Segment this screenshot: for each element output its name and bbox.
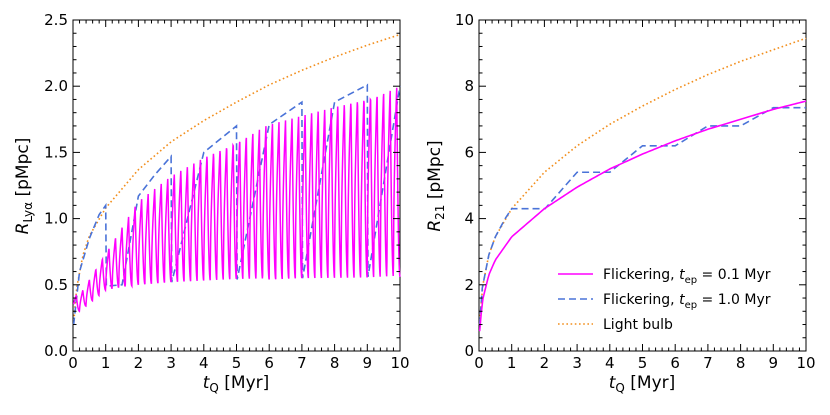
left-ylabel: RLyα [pMpc] xyxy=(13,138,35,235)
right-xtick-label: 10 xyxy=(796,354,815,372)
left-xtick-label: 0 xyxy=(68,354,78,372)
left-ytick-label: 0.0 xyxy=(44,342,68,360)
right-series-flickering-t-ep-1-0-myr xyxy=(478,106,806,325)
left-xtick-label: 1 xyxy=(101,354,111,372)
left-ticks-group: 0 1 2 3 4 5 6 7 8 9 10 0.0 0.5 1.0 1.5 2.0 2.5 xyxy=(44,11,409,372)
right-series-light-bulb xyxy=(478,37,807,325)
right-ticks-group: 0 1 2 3 4 5 6 7 8 9 10 0 2 4 6 8 10 xyxy=(455,11,816,372)
left-xtick-label: 2 xyxy=(134,354,144,372)
right-xtick-label: 0 xyxy=(474,354,484,372)
left-xtick-label: 7 xyxy=(297,354,307,372)
right-ytick-label: 0 xyxy=(464,342,474,360)
right-xtick-label: 4 xyxy=(605,354,615,372)
left-plot-frame xyxy=(72,19,401,352)
left-series-flickering-t-ep-0-1-myr xyxy=(72,87,401,313)
left-ytick-label: 2.5 xyxy=(44,11,68,29)
right-series-group xyxy=(478,37,807,332)
right-xtick-label: 9 xyxy=(769,354,779,372)
left-xtick-label: 4 xyxy=(199,354,209,372)
right-ylabel: R21 [pMpc] xyxy=(425,140,447,231)
right-ytick-label: 8 xyxy=(464,77,474,95)
left-xtick-label: 5 xyxy=(232,354,242,372)
left-xtick-label: 3 xyxy=(166,354,176,372)
right-xtick-label: 6 xyxy=(670,354,680,372)
right-ytick-label: 6 xyxy=(464,143,474,161)
right-ytick-label: 4 xyxy=(464,210,474,228)
left-ytick-label: 1.5 xyxy=(44,143,68,161)
legend-label-2: Flickering, tep = 1.0 Myr xyxy=(603,292,771,311)
right-xtick-label: 8 xyxy=(736,354,746,372)
left-xlabel: tQ [Myr] xyxy=(203,373,270,395)
right-xtick-label: 5 xyxy=(638,354,648,372)
legend-label-3: Light bulb xyxy=(603,317,673,333)
left-xtick-label: 6 xyxy=(264,354,274,372)
left-xtick-label: 9 xyxy=(363,354,373,372)
legend-label-1: Flickering, tep = 0.1 Myr xyxy=(603,267,771,286)
left-ytick-label: 1.0 xyxy=(44,210,68,228)
left-xtick-label: 8 xyxy=(330,354,340,372)
left-xtick-label: 10 xyxy=(390,354,409,372)
right-ytick-label: 10 xyxy=(455,11,474,29)
left-series-flickering-t-ep-1-0-myr xyxy=(72,83,401,325)
right-xtick-label: 3 xyxy=(572,354,582,372)
right-series-flickering-t-ep-0-1-myr xyxy=(478,100,807,332)
left-series-group xyxy=(72,33,401,325)
right-xtick-label: 7 xyxy=(703,354,713,372)
left-ytick-label: 0.5 xyxy=(44,276,68,294)
left-series-light-bulb xyxy=(72,33,401,325)
legend: Flickering, tep = 0.1 Myr Flickering, tep… xyxy=(558,267,771,333)
left-ytick-label: 2.0 xyxy=(44,77,68,95)
right-xtick-label: 1 xyxy=(507,354,517,372)
left-panel: 0 1 2 3 4 5 6 7 8 9 100.00.51.01.52.02.5 tQ [Myr] … xyxy=(13,11,410,395)
right-ytick-label: 2 xyxy=(464,276,474,294)
right-xlabel: tQ [Myr] xyxy=(609,373,676,395)
right-xtick-label: 2 xyxy=(540,354,550,372)
